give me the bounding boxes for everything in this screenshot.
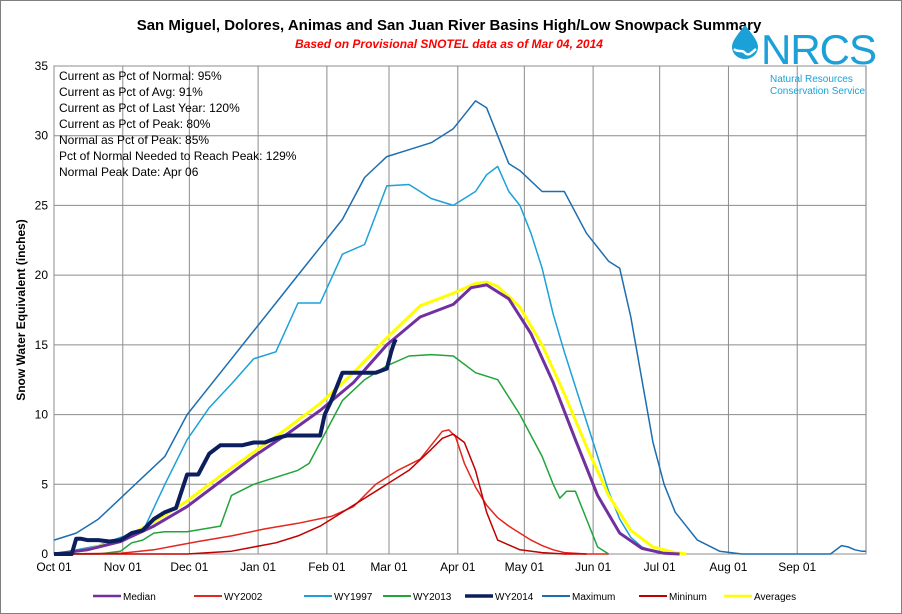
legend-label: WY2013 bbox=[413, 592, 452, 603]
water-drop-wave bbox=[733, 47, 757, 56]
x-tick-label: Jul 01 bbox=[644, 560, 676, 574]
x-tick-label: Dec 01 bbox=[170, 560, 208, 574]
x-tick-label: May 01 bbox=[505, 560, 545, 574]
x-tick-label: Mar 01 bbox=[370, 560, 408, 574]
legend-label: Maximum bbox=[572, 592, 615, 603]
x-tick-label: Nov 01 bbox=[104, 560, 142, 574]
stat-line: Current as Pct of Peak: 80% bbox=[59, 117, 211, 131]
legend: Median WY2002 WY1997 WY2013 WY2014 Maximum Min… bbox=[93, 592, 796, 603]
x-tick-label: Oct 01 bbox=[36, 560, 72, 574]
y-tick-label: 5 bbox=[41, 477, 48, 491]
series-lines bbox=[53, 100, 866, 556]
stat-line: Normal as Pct of Peak: 85% bbox=[59, 133, 209, 147]
x-tick-label: Apr 01 bbox=[440, 560, 476, 574]
y-tick-label: 25 bbox=[35, 198, 49, 212]
legend-label: WY1997 bbox=[334, 592, 373, 603]
y-axis-label: Snow Water Equivalent (inches) bbox=[14, 219, 28, 401]
series-line-averages bbox=[53, 280, 687, 556]
logo-subtitle-1: Natural Resources bbox=[770, 74, 853, 85]
legend-label: Averages bbox=[754, 592, 796, 603]
stats-box: Current as Pct of Normal: 95% Current as … bbox=[59, 69, 297, 179]
x-tick-label: Jan 01 bbox=[240, 560, 276, 574]
vertical-gridlines bbox=[53, 66, 798, 554]
legend-label: WY2002 bbox=[224, 592, 263, 603]
series-line-maximum bbox=[53, 100, 866, 555]
series-line-wy2013 bbox=[54, 353, 610, 555]
series-line-mininum bbox=[54, 433, 587, 555]
series-line-median bbox=[53, 283, 680, 556]
stat-line: Current as Pct of Normal: 95% bbox=[59, 69, 222, 83]
y-tick-label: 30 bbox=[35, 129, 49, 143]
nrcs-logo: NRCS Natural Resources Conservation Serv… bbox=[732, 25, 877, 97]
x-tick-label: Jun 01 bbox=[575, 560, 611, 574]
y-tick-label: 35 bbox=[35, 59, 49, 73]
y-tick-label: 15 bbox=[35, 338, 49, 352]
legend-label: Median bbox=[123, 592, 156, 603]
chart-subtitle: Based on Provisional SNOTEL data as of M… bbox=[295, 37, 603, 51]
stat-line: Current as Pct of Last Year: 120% bbox=[59, 101, 240, 115]
x-tick-label: Feb 01 bbox=[308, 560, 346, 574]
series-line-wy2014 bbox=[54, 338, 398, 556]
series-line-wy2002 bbox=[53, 429, 609, 555]
stat-line: Current as Pct of Avg: 91% bbox=[59, 85, 203, 99]
x-tick-labels: Oct 01 Nov 01 Dec 01 Jan 01 Feb 01 Mar 01 Apr … bbox=[36, 560, 816, 574]
logo-text: NRCS bbox=[761, 26, 876, 73]
chart-title: San Miguel, Dolores, Animas and San Juan… bbox=[137, 17, 762, 34]
legend-label: Mininum bbox=[669, 592, 707, 603]
x-tick-label: Sep 01 bbox=[778, 560, 816, 574]
stat-line: Normal Peak Date: Apr 06 bbox=[59, 165, 199, 179]
stat-line: Pct of Normal Needed to Reach Peak: 129% bbox=[59, 149, 297, 163]
legend-label: WY2014 bbox=[495, 592, 534, 603]
y-tick-label: 0 bbox=[41, 547, 48, 561]
y-tick-label: 10 bbox=[35, 408, 49, 422]
series-line-wy1997 bbox=[53, 165, 676, 555]
y-tick-labels: 0 5 10 15 20 25 30 35 bbox=[35, 59, 49, 561]
logo-subtitle-2: Conservation Service bbox=[770, 86, 865, 97]
x-tick-label: Aug 01 bbox=[709, 560, 747, 574]
y-tick-label: 20 bbox=[35, 268, 49, 282]
